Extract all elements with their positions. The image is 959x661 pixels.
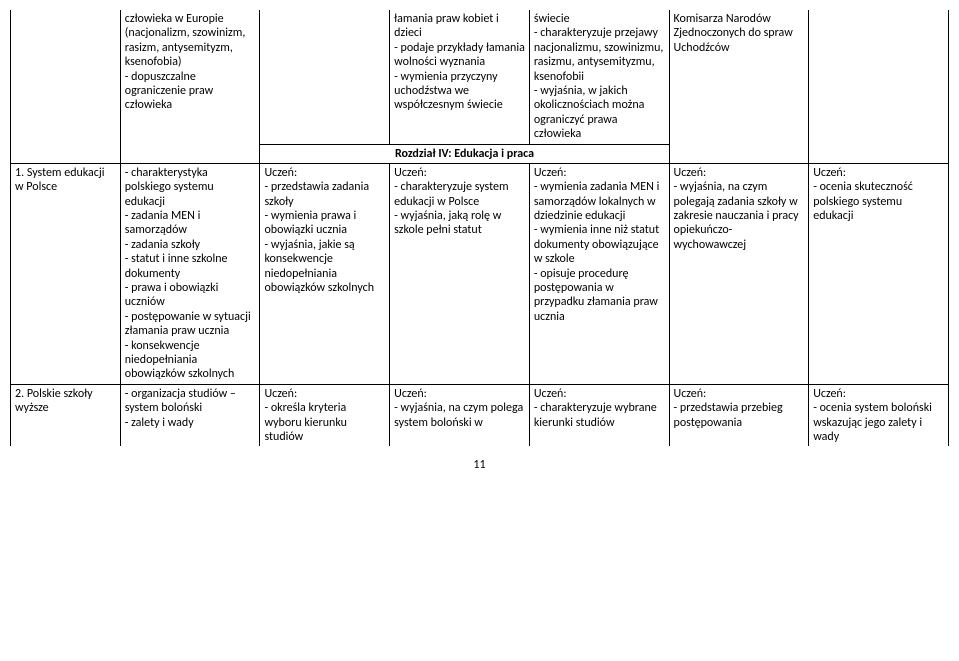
page-number: 11 xyxy=(10,458,949,472)
cell-text: Uczeń:- wyjaśnia, na czym polegają zadan… xyxy=(674,166,799,252)
cell-level xyxy=(809,10,949,163)
cell-text: 2. Polskie szkoły wyższe xyxy=(15,387,93,415)
cell-level: Uczeń:- wymienia zadania MEN i samorządó… xyxy=(529,163,669,384)
cell-text: Uczeń:- charakteryzuje wybrane kierunki … xyxy=(534,387,657,430)
cell-level: Uczeń:- przedstawia przebieg postępowani… xyxy=(669,384,809,446)
curriculum-table: człowieka w Europie (nacjonalizm, szowin… xyxy=(10,10,949,446)
cell-level: Uczeń:- określa kryteria wyboru kierunku… xyxy=(260,384,390,446)
cell-level: Uczeń:- wyjaśnia, na czym polegają zadan… xyxy=(669,163,809,384)
cell-level: Uczeń:- ocenia system boloński wskazując… xyxy=(809,384,949,446)
cell-content: - charakterystyka polskiego systemu eduk… xyxy=(120,163,260,384)
cell-text: - organizacja studiów – system boloński-… xyxy=(125,387,236,430)
cell-text: łamania praw kobiet i dzieci- podaje prz… xyxy=(394,12,525,112)
cell-level xyxy=(260,10,390,144)
cell-text: Uczeń:- przedstawia przebieg postępowani… xyxy=(674,387,783,430)
cell-topic xyxy=(11,10,121,163)
cell-level: Uczeń:- wyjaśnia, na czym polega system … xyxy=(390,384,530,446)
cell-level: Komisarza Narodów Zjednoczonych do spraw… xyxy=(669,10,809,163)
cell-text: Uczeń:- ocenia skuteczność polskiego sys… xyxy=(813,166,913,223)
cell-level: łamania praw kobiet i dzieci- podaje prz… xyxy=(390,10,530,144)
cell-level: Uczeń:- przedstawia zadania szkoły- wymi… xyxy=(260,163,390,384)
section-title-cell: Rozdział IV: Edukacja i praca xyxy=(260,144,669,163)
cell-topic: 1. System edukacji w Polsce xyxy=(11,163,121,384)
table-row: 1. System edukacji w Polsce - charaktery… xyxy=(11,163,949,384)
cell-level: Uczeń:- ocenia skuteczność polskiego sys… xyxy=(809,163,949,384)
cell-text: Uczeń:- ocenia system boloński wskazując… xyxy=(813,387,932,444)
cell-level: Uczeń:- charakteryzuje wybrane kierunki … xyxy=(529,384,669,446)
table-row: człowieka w Europie (nacjonalizm, szowin… xyxy=(11,10,949,144)
section-title: Rozdział IV: Edukacja i praca xyxy=(395,147,534,161)
cell-text: Uczeń:- określa kryteria wyboru kierunku… xyxy=(264,387,347,444)
cell-text: świecie- charakteryzuje przejawy nacjona… xyxy=(534,12,664,141)
cell-text: - charakterystyka polskiego systemu eduk… xyxy=(125,166,251,381)
cell-text: Komisarza Narodów Zjednoczonych do spraw… xyxy=(674,12,793,55)
cell-text: Uczeń:- wymienia zadania MEN i samorządó… xyxy=(534,166,660,324)
cell-content: - organizacja studiów – system boloński-… xyxy=(120,384,260,446)
table-row: 2. Polskie szkoły wyższe - organizacja s… xyxy=(11,384,949,446)
cell-text: Uczeń:- wyjaśnia, na czym polega system … xyxy=(394,387,523,430)
cell-text: Uczeń:- przedstawia zadania szkoły- wymi… xyxy=(264,166,374,295)
cell-text: 1. System edukacji w Polsce xyxy=(15,166,105,194)
cell-text: człowieka w Europie (nacjonalizm, szowin… xyxy=(125,12,246,112)
cell-level: Uczeń:- charakteryzuje system edukacji w… xyxy=(390,163,530,384)
cell-text: Uczeń:- charakteryzuje system edukacji w… xyxy=(394,166,508,238)
cell-level: świecie- charakteryzuje przejawy nacjona… xyxy=(529,10,669,144)
cell-topic: 2. Polskie szkoły wyższe xyxy=(11,384,121,446)
cell-content: człowieka w Europie (nacjonalizm, szowin… xyxy=(120,10,260,163)
